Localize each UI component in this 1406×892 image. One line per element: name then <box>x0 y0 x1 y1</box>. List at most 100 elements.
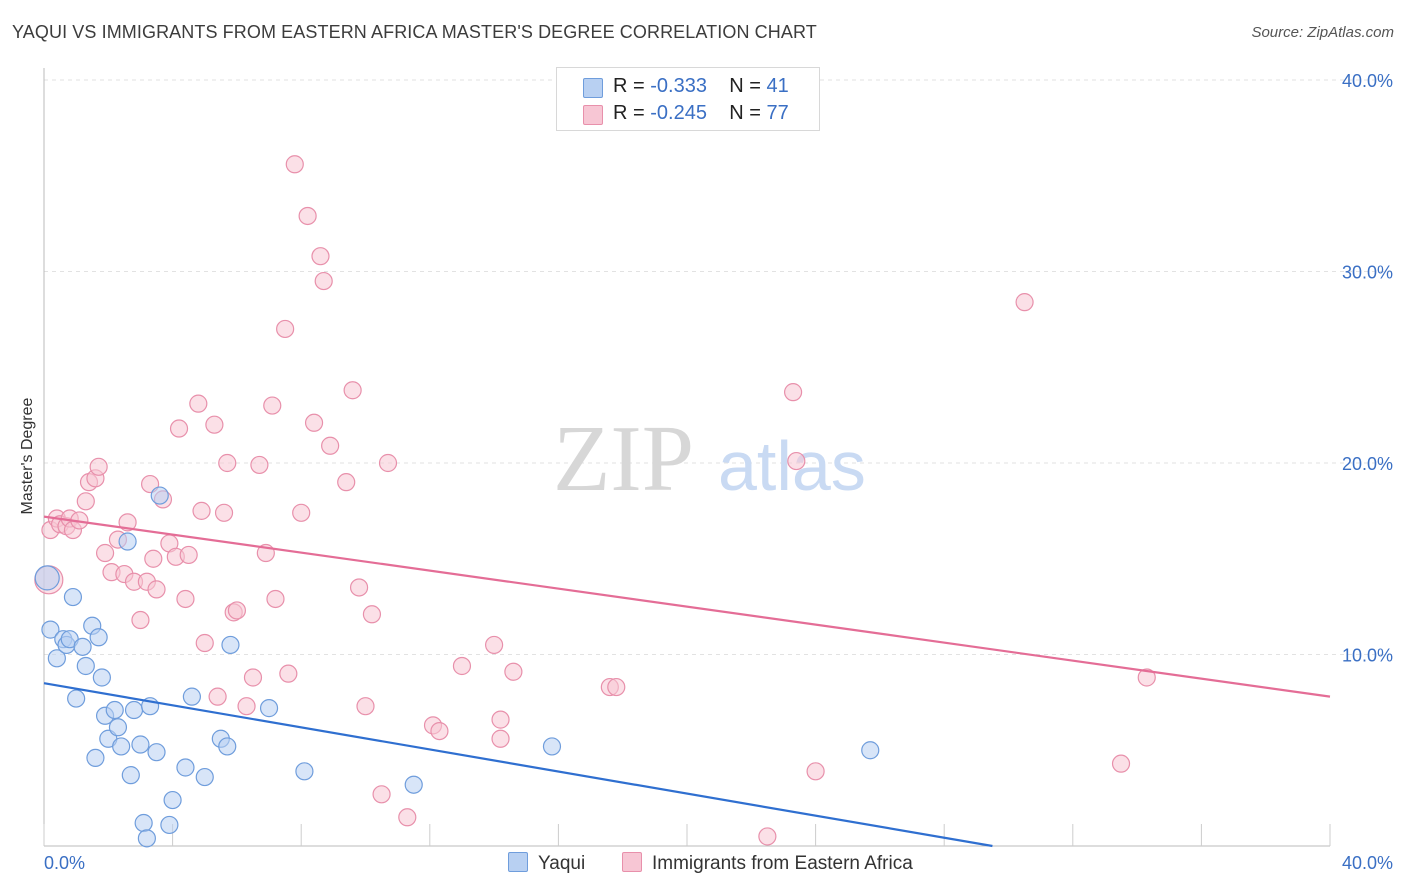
bottom-legend-yaqui: Yaqui <box>508 852 585 875</box>
bottom-legend-label-eastern-africa: Immigrants from Eastern Africa <box>652 853 913 874</box>
eastern-africa-point <box>276 319 295 339</box>
eastern-africa-point <box>452 656 472 676</box>
yaqui-point <box>176 758 195 777</box>
yaqui-point <box>150 486 169 505</box>
y-tick-label: 10.0% <box>1342 646 1393 666</box>
eastern-africa-point <box>147 580 166 599</box>
yaqui-point <box>73 637 92 656</box>
eastern-africa-point <box>314 271 333 291</box>
bottom-legend-eastern-africa: Immigrants from Eastern Africa <box>622 852 913 875</box>
eastern-africa-point <box>189 394 208 413</box>
legend-text-yaqui: R = -0.333 N = 41 <box>613 75 789 98</box>
eastern-africa-point <box>491 729 510 748</box>
y-tick-label: 20.0% <box>1342 454 1393 474</box>
yaqui-point <box>41 620 60 639</box>
eastern-africa-point <box>131 610 150 630</box>
n-value: 41 <box>766 75 789 97</box>
eastern-africa-point <box>169 419 189 438</box>
eastern-africa-point <box>372 785 391 804</box>
yaqui-point <box>404 775 423 794</box>
yaqui-point <box>295 762 314 781</box>
yaqui-point <box>67 689 86 708</box>
eastern-africa-point <box>378 453 398 473</box>
legend-text-eastern-africa: R = -0.245 N = 77 <box>613 102 789 125</box>
legend-swatch-eastern-africa <box>583 105 603 125</box>
y-tick-label: 30.0% <box>1342 263 1393 283</box>
yaqui-point <box>542 737 562 756</box>
bottom-legend-swatch-yaqui <box>508 852 528 872</box>
x-tick-label-min: 0.0% <box>44 853 85 873</box>
eastern-africa-point <box>1111 754 1131 773</box>
eastern-africa-point <box>76 492 95 511</box>
yaqui-point <box>137 829 156 848</box>
n-value: 77 <box>766 102 789 124</box>
watermark: ZIP atlas <box>553 407 866 511</box>
yaqui-point <box>147 743 166 762</box>
eastern-africa-point <box>89 457 108 476</box>
eastern-africa-point <box>758 827 777 846</box>
eastern-africa-point <box>227 601 246 620</box>
eastern-africa-point <box>607 677 626 697</box>
eastern-africa-point <box>311 247 330 266</box>
eastern-africa-point <box>144 549 163 568</box>
yaqui-point <box>63 587 83 607</box>
eastern-africa-point <box>806 762 825 781</box>
eastern-africa-point <box>218 453 237 473</box>
yaqui-point <box>108 718 128 737</box>
eastern-africa-point <box>304 413 324 432</box>
yaqui-point <box>89 628 108 647</box>
yaqui-point <box>118 532 137 551</box>
n-label: N = <box>729 75 761 97</box>
eastern-africa-point <box>1015 293 1034 312</box>
yaqui-point <box>92 668 111 687</box>
yaqui-point <box>134 813 153 833</box>
eastern-africa-point <box>504 662 523 681</box>
yaqui-point <box>218 737 237 756</box>
eastern-africa-point <box>214 503 234 522</box>
yaqui-point <box>121 766 140 785</box>
yaqui-point <box>861 741 880 760</box>
eastern-africa-point <box>95 543 115 563</box>
yaqui-point <box>221 635 240 655</box>
chart-title: YAQUI VS IMMIGRANTS FROM EASTERN AFRICA … <box>12 22 817 42</box>
eastern-africa-point <box>491 710 510 729</box>
source-label: Source: ZipAtlas.com <box>1251 24 1394 41</box>
eastern-africa-point <box>208 687 227 706</box>
eastern-africa-point <box>243 668 263 687</box>
correlation-legend: R = -0.333 N = 41 R = -0.245 N = 77 <box>556 67 820 131</box>
yaqui-point <box>76 656 95 676</box>
eastern-africa-point <box>195 633 214 653</box>
trend-line-eastern-africa <box>43 515 1331 698</box>
yaqui-point <box>47 649 66 668</box>
eastern-africa-point <box>179 545 198 565</box>
gridlines <box>44 79 1393 655</box>
yaqui-point <box>160 815 179 835</box>
eastern-africa-point <box>321 436 340 455</box>
x-ticks <box>43 824 1331 846</box>
eastern-africa-point <box>298 206 317 226</box>
eastern-africa-point <box>349 578 369 597</box>
eastern-africa-point <box>1137 668 1156 687</box>
r-value: -0.333 <box>650 75 707 97</box>
eastern-africa-point <box>356 697 375 716</box>
yaqui-point <box>34 565 60 591</box>
trend-line-yaqui <box>43 682 993 848</box>
yaqui-point <box>124 700 144 720</box>
yaqui-point <box>131 735 150 754</box>
eastern-africa-point <box>285 155 304 174</box>
eastern-africa-point <box>192 501 211 520</box>
eastern-africa-point <box>118 513 137 532</box>
yaqui-point <box>105 700 124 720</box>
n-label: N = <box>729 102 761 124</box>
eastern-africa-point <box>237 697 256 716</box>
eastern-africa-point <box>205 415 224 434</box>
eastern-africa-point <box>485 635 504 655</box>
y-tick-label: 40.0% <box>1342 71 1393 91</box>
x-tick-label-max: 40.0% <box>1342 853 1393 873</box>
eastern-africa-point <box>398 808 417 827</box>
r-label: R = <box>613 75 645 97</box>
eastern-africa-point <box>343 381 362 400</box>
bottom-legend-label-yaqui: Yaqui <box>538 853 586 874</box>
r-value: -0.245 <box>650 102 707 124</box>
